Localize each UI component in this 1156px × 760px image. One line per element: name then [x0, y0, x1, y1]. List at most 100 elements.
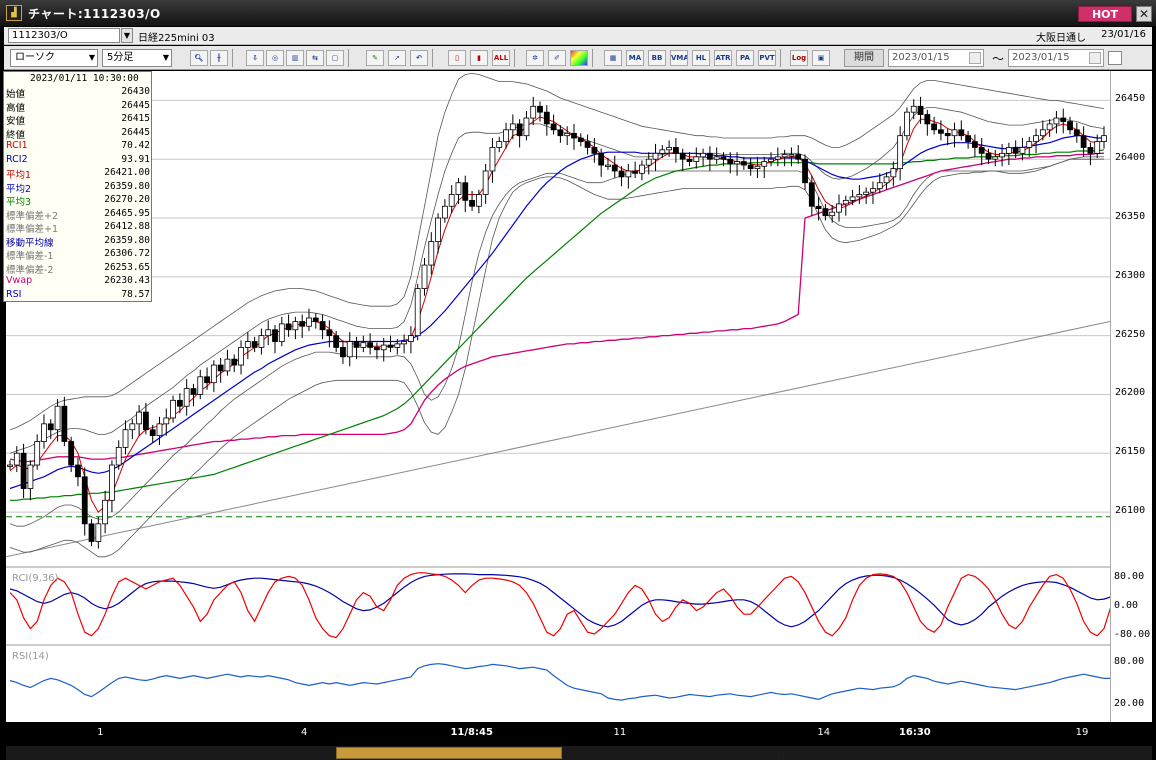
close-icon[interactable]: ✕: [1136, 6, 1152, 22]
time-tick-label: 19: [1075, 727, 1089, 738]
cursor-icon[interactable]: ➚: [388, 50, 406, 66]
candle-body: [401, 341, 408, 345]
data-window-value: 26445: [121, 99, 150, 111]
chart-canvas[interactable]: RCI(9,36) RSI(14): [5, 71, 1145, 722]
ma-button[interactable]: MA: [626, 50, 644, 66]
bb-button[interactable]: BB: [648, 50, 666, 66]
session-label: 大阪日通し: [1036, 33, 1086, 44]
candle-body: [958, 129, 965, 137]
candle-body: [965, 135, 971, 142]
crosshair-icon[interactable]: ╂: [210, 50, 228, 66]
price-tick-label: 26350: [1115, 211, 1146, 223]
pencil-icon[interactable]: ✎: [366, 50, 384, 66]
settings-icon[interactable]: ✲: [526, 50, 544, 66]
data-window-value: 26359.80: [104, 234, 150, 246]
candle-body: [829, 211, 836, 217]
candle-body: [170, 399, 176, 419]
candle-body: [564, 132, 571, 137]
zoom-icon[interactable]: 🔍︎: [190, 50, 208, 66]
wrench-icon[interactable]: ✐: [548, 50, 566, 66]
candle-body: [231, 358, 238, 366]
candle-body: [883, 176, 890, 184]
time-tick-label: 11/8:45: [450, 727, 493, 738]
calendar-icon[interactable]: [969, 52, 981, 64]
data-window-key: 標準偏差+2: [6, 210, 59, 222]
candle-body: [319, 321, 326, 331]
sub-panel-tick-label: 80.00: [1114, 571, 1145, 583]
candle-body: [251, 341, 258, 348]
swap-icon[interactable]: ⇆: [306, 50, 324, 66]
calendar-icon[interactable]: [1089, 52, 1101, 64]
expand-icon[interactable]: ▣: [812, 50, 830, 66]
chart-app-icon: ▟: [6, 5, 22, 21]
candle-body: [1033, 135, 1039, 142]
candle-body: [421, 264, 428, 289]
interval-select[interactable]: 5分足 ▼: [102, 49, 172, 67]
hl-button[interactable]: HL: [692, 50, 710, 66]
data-window-value: 70.42: [121, 140, 150, 151]
bb-lower1-line: [9, 158, 1104, 527]
data-window-datetime: 2023/01/11 10:30:00: [30, 73, 139, 84]
data-window-value: 26421.00: [104, 167, 150, 178]
candle-body: [278, 323, 285, 342]
symbol-dropdown-icon[interactable]: ▼: [121, 28, 133, 43]
data-window-row: 標準偏差+1 26412.88: [6, 221, 150, 235]
time-tick-label: 4: [300, 727, 308, 738]
candle-body: [523, 117, 530, 137]
data-window-value: 93.91: [121, 153, 150, 165]
data-window-value: 26415: [121, 113, 150, 124]
candle-body: [686, 158, 693, 162]
candle-body: [482, 170, 489, 195]
grid-icon[interactable]: ▦: [604, 50, 622, 66]
candle-body: [1094, 141, 1101, 154]
candle-body: [394, 343, 401, 348]
pvt-button[interactable]: PVT: [758, 50, 776, 66]
date-range-separator: ～: [992, 52, 1005, 66]
data-window-row: 移動平均線 26359.80: [6, 235, 150, 249]
log-button[interactable]: Log: [790, 50, 808, 66]
pa-button[interactable]: PA: [736, 50, 754, 66]
range-checkbox[interactable]: [1108, 51, 1122, 65]
date-to-value: 2023/01/15: [1012, 52, 1070, 63]
trend-icon[interactable]: ◎: [266, 50, 284, 66]
candle-body: [503, 129, 509, 142]
candle-body: [774, 156, 781, 160]
buy-icon[interactable]: ⇩: [246, 50, 264, 66]
ma1-line: [9, 116, 1105, 513]
date-to-input[interactable]: 2023/01/15: [1008, 49, 1104, 67]
candle-b-icon[interactable]: ▮: [470, 50, 488, 66]
rci1-line: [9, 572, 1125, 639]
compare-icon[interactable]: ▥: [286, 50, 304, 66]
lock-icon[interactable]: ▢: [326, 50, 344, 66]
data-window-key: 標準偏差+1: [6, 224, 59, 235]
vma-button[interactable]: VMA: [670, 50, 688, 66]
palette-icon[interactable]: [570, 50, 588, 66]
data-window-key: 高値: [6, 102, 26, 114]
chart-type-select[interactable]: ローソク ▼: [10, 49, 98, 67]
undo-icon[interactable]: ↶: [410, 50, 428, 66]
candle-body: [584, 141, 591, 148]
candle-body: [448, 194, 455, 207]
candle-body: [876, 182, 883, 190]
candle-body: [768, 158, 774, 162]
candle-body: [944, 132, 951, 137]
symbol-input[interactable]: 1112303/O: [8, 28, 120, 43]
candle-body: [455, 182, 462, 195]
candle-body: [299, 321, 306, 327]
scrollbar-thumb[interactable]: |||: [336, 747, 785, 759]
atr-button[interactable]: ATR: [714, 50, 732, 66]
candle-body: [183, 388, 190, 407]
date-from-input[interactable]: 2023/01/15: [888, 49, 984, 67]
chart-area[interactable]: RCI(9,36) RSI(14): [5, 71, 1145, 722]
horizontal-scrollbar[interactable]: |||: [6, 746, 1152, 760]
period-button[interactable]: 期間: [844, 49, 884, 67]
data-window-key: RCI2: [6, 153, 28, 165]
all-button[interactable]: ALL: [492, 50, 510, 66]
candle-body: [115, 446, 122, 466]
candle-body: [68, 441, 75, 466]
sub-panel-tick-label: 20.00: [1114, 698, 1145, 709]
candle-body: [258, 335, 265, 348]
hot-button[interactable]: HOT: [1078, 6, 1132, 22]
candle-a-icon[interactable]: ▯: [448, 50, 466, 66]
candle-body: [1053, 117, 1060, 125]
